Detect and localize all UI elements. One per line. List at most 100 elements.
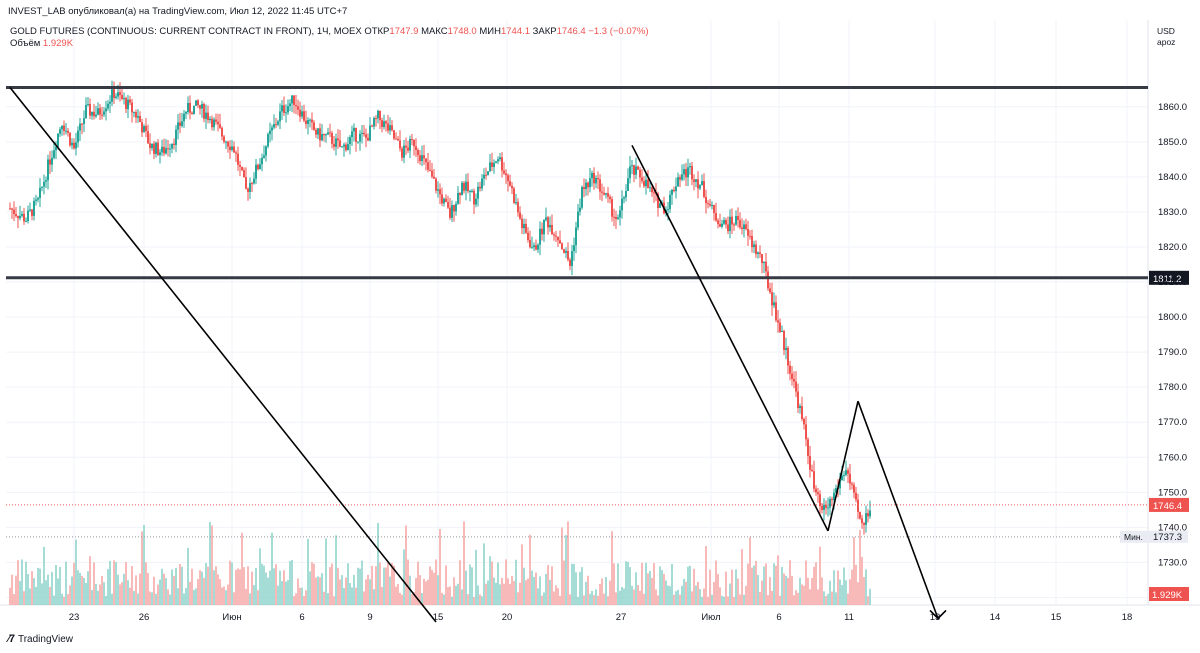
tradingview-footer[interactable]: ⁄7 TradingView <box>8 633 73 645</box>
candle-body <box>457 192 459 204</box>
candle-body <box>763 261 765 264</box>
candle-body <box>405 145 407 148</box>
volume-bar <box>513 581 515 605</box>
candle-body <box>73 142 75 149</box>
volume-bar <box>445 565 447 605</box>
candle-body <box>235 152 237 154</box>
candle-body <box>745 224 747 230</box>
volume-bar <box>503 583 505 605</box>
volume-legend[interactable]: Объём 1.929K <box>10 38 73 49</box>
candle-body <box>609 196 611 200</box>
candle-body <box>433 176 435 179</box>
candle-body <box>647 179 649 188</box>
time-axis[interactable]: 23 26 Июн 6 9 15 20 27 Июл 6 11 13 14 15 18 <box>69 612 1133 623</box>
candle-body <box>185 111 187 114</box>
symbol-legend[interactable]: GOLD FUTURES (CONTINUOUS: CURRENT CONTRA… <box>10 26 649 37</box>
candle-body <box>293 95 295 106</box>
candle-body <box>675 186 677 192</box>
candle-body <box>227 141 229 147</box>
candle-body <box>9 208 11 210</box>
volume-bar <box>183 593 185 605</box>
volume-bar <box>215 566 217 605</box>
volume-bar <box>585 581 587 605</box>
volume-bar <box>849 579 851 605</box>
candle-body <box>217 121 219 125</box>
volume-bar <box>601 578 603 605</box>
candle-body <box>445 198 447 203</box>
candle-body <box>343 144 345 147</box>
volume-bar <box>295 593 297 605</box>
candle-body <box>21 213 23 216</box>
candle-body <box>241 166 243 171</box>
candle-body <box>117 92 119 97</box>
candle-body <box>361 132 363 134</box>
volume-bar <box>297 578 299 605</box>
volume-bar <box>371 565 373 605</box>
candle-body <box>91 111 93 116</box>
volume-bar <box>539 576 541 605</box>
candle-body <box>317 128 319 135</box>
candle-body <box>757 252 759 255</box>
currency-indicator[interactable]: USD apoz <box>1157 26 1175 48</box>
volume-bar <box>213 570 215 605</box>
candle-body <box>549 224 551 228</box>
volume-bar <box>259 548 261 605</box>
candle-body <box>337 138 339 141</box>
volume-bar <box>581 567 583 605</box>
price-axis[interactable]: 1720.01730.01740.01750.01760.01770.01780… <box>1149 102 1189 604</box>
volume-bar <box>361 560 363 605</box>
candle-body <box>857 499 859 512</box>
volume-bar <box>815 562 817 605</box>
volume-bar <box>515 559 517 605</box>
candle-body <box>519 212 521 219</box>
volume-bar <box>345 577 347 605</box>
candle-body <box>165 148 167 154</box>
candle-body <box>45 180 47 182</box>
candle-body <box>339 140 341 147</box>
candle-body <box>567 251 569 260</box>
candle-body <box>537 244 539 250</box>
candle-body <box>121 95 123 99</box>
volume-bar <box>583 595 585 605</box>
candle-body <box>721 223 723 227</box>
candle-body <box>599 179 601 192</box>
volume-bar <box>209 521 211 605</box>
volume-axis-label-bg <box>1149 587 1189 601</box>
volume-bar <box>843 567 845 605</box>
candle-body <box>733 224 735 226</box>
volume-bar <box>205 563 207 605</box>
volume-bar <box>559 595 561 605</box>
volume-bar <box>537 588 539 605</box>
candle-body <box>589 178 591 188</box>
volume-bar <box>181 566 183 605</box>
volume-bar <box>243 567 245 605</box>
volume-bar <box>725 571 727 605</box>
candle-body <box>591 172 593 179</box>
volume-bar <box>115 562 117 605</box>
volume-bar <box>641 562 643 605</box>
volume-bar <box>659 566 661 605</box>
volume-bar <box>285 581 287 605</box>
candle-body <box>243 170 245 178</box>
volume-bar <box>801 584 803 605</box>
horizontal-levels[interactable]: 1811.2 1746.4 Мин. 1737.3 <box>6 85 1189 543</box>
candle-body <box>323 133 325 136</box>
volume-bar <box>281 581 283 605</box>
candle-body <box>359 133 361 142</box>
volume-bar <box>269 570 271 605</box>
candle-body <box>171 143 173 149</box>
volume-bar <box>701 596 703 605</box>
candle-body <box>739 220 741 228</box>
volume-bar <box>123 573 125 605</box>
candle-body <box>649 187 651 189</box>
volume-bar <box>249 593 251 605</box>
candle-body <box>605 193 607 195</box>
candle-body <box>777 320 779 323</box>
candle-body <box>645 179 647 187</box>
trend-lines[interactable] <box>9 86 947 623</box>
volume-bar <box>235 569 237 605</box>
volume-bar <box>27 574 29 605</box>
volume-bar <box>71 576 73 605</box>
candle-body <box>601 191 603 193</box>
